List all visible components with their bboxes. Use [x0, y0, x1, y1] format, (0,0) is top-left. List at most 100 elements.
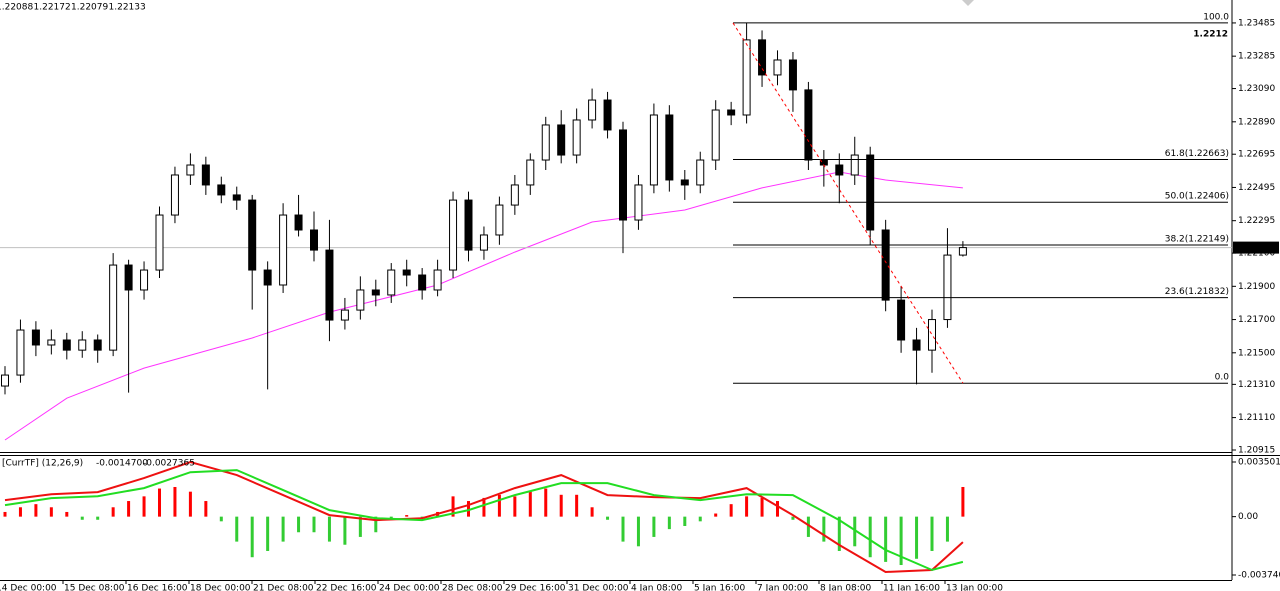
- candle-body: [742, 39, 751, 116]
- histogram-bar: [853, 516, 857, 547]
- y-tick-label: 1.21110: [1238, 413, 1275, 423]
- fib-label: 38.2(1.22149): [1165, 234, 1229, 244]
- x-tick-label: 5 Jan 16:00: [694, 584, 746, 591]
- indicator-readout: -0.0014700: [96, 459, 148, 469]
- histogram-bar: [652, 516, 656, 537]
- histogram-bar: [266, 516, 270, 551]
- candle-body: [47, 339, 56, 346]
- candle-body: [310, 229, 318, 251]
- candle-body: [850, 154, 859, 176]
- candle-body: [62, 339, 71, 351]
- candle-body: [124, 264, 133, 291]
- histogram-bar: [791, 516, 795, 520]
- candle-body: [897, 299, 906, 341]
- histogram-bar: [65, 511, 69, 517]
- histogram-bar: [868, 516, 872, 558]
- indicator-title: [CurrTF] (12,26,9): [2, 459, 83, 469]
- candle-body: [464, 199, 473, 251]
- y-tick-label: 1.21310: [1238, 380, 1275, 390]
- candle-body: [572, 119, 581, 156]
- histogram-bar: [343, 516, 347, 545]
- candle-body: [680, 179, 689, 186]
- y-tick-label: 1.21700: [1238, 315, 1275, 325]
- histogram-bar: [683, 516, 687, 527]
- x-tick-label: 13 Jan 00:00: [946, 584, 1003, 591]
- x-tick-label: 4 Jan 08:00: [631, 584, 683, 591]
- candle-body: [294, 214, 303, 231]
- candle-body: [649, 114, 658, 186]
- candle-body: [387, 269, 396, 296]
- histogram-bar: [930, 516, 934, 551]
- x-tick-label: 29 Dec 16:00: [505, 584, 566, 591]
- candle-body: [248, 199, 257, 271]
- candle-body: [557, 124, 566, 156]
- candle-body: [696, 159, 705, 186]
- candle-body: [634, 184, 643, 221]
- histogram-bar: [899, 516, 903, 566]
- histogram-bar: [961, 486, 965, 517]
- candle-body: [232, 194, 241, 201]
- candle-body: [881, 229, 890, 301]
- fib-label: 23.6(1.21832): [1165, 287, 1229, 297]
- candle-body: [804, 89, 813, 161]
- fib-label: 100.0: [1203, 12, 1229, 22]
- histogram-bar: [127, 501, 131, 517]
- candle-body: [541, 124, 550, 161]
- y-tick-label: -0.003740: [1238, 571, 1280, 581]
- candle-body: [727, 109, 736, 116]
- histogram-bar: [482, 497, 486, 517]
- candle-body: [78, 339, 87, 351]
- candle-body: [93, 339, 102, 351]
- histogram-bar: [729, 504, 733, 517]
- y-tick-label: 1.22495: [1238, 183, 1275, 193]
- ohlc-readout: 1.22133: [109, 3, 146, 13]
- histogram-bar: [837, 516, 841, 551]
- histogram-bar: [760, 497, 764, 517]
- histogram-bar: [806, 516, 810, 537]
- histogram-bar: [312, 516, 316, 533]
- histogram-bar: [451, 496, 455, 517]
- histogram-bar: [467, 501, 470, 517]
- indicator-line: [4, 469, 964, 572]
- candle-body: [773, 59, 782, 76]
- candle-body: [186, 164, 195, 176]
- histogram-bar: [204, 501, 208, 517]
- fib-label: 50.0(1.22406): [1165, 192, 1229, 202]
- histogram-bar: [621, 516, 625, 542]
- y-tick-label: 0.00: [1238, 512, 1258, 522]
- x-tick-label: 28 Dec 08:00: [442, 584, 503, 591]
- histogram-bar: [606, 516, 610, 520]
- histogram-bar: [590, 507, 594, 517]
- histogram-bar: [327, 516, 331, 542]
- histogram-bar: [544, 488, 548, 517]
- indicator-readout: -0.0027365: [143, 459, 195, 469]
- current-price-box: [1233, 241, 1279, 254]
- candle-body: [665, 114, 674, 181]
- candle-body: [619, 129, 627, 221]
- histogram-bar: [575, 494, 579, 517]
- candle-body: [356, 289, 365, 311]
- histogram-bar: [667, 516, 671, 530]
- histogram-bar: [745, 496, 749, 517]
- candle-body: [31, 329, 40, 346]
- histogram-bar: [142, 496, 146, 517]
- y-tick-label: 1.22890: [1238, 117, 1275, 127]
- candle-body: [16, 329, 25, 376]
- ohlc-readout: 1.22172: [34, 3, 71, 13]
- histogram-bar: [559, 494, 563, 517]
- fib-label: 61.8(1.22663): [1165, 149, 1229, 159]
- candle-body: [928, 319, 936, 351]
- x-tick-label: 8 Jan 08:00: [820, 584, 872, 591]
- candle-body: [588, 99, 597, 121]
- histogram-bar: [636, 516, 640, 547]
- fib-trend: [732, 22, 964, 384]
- candle-body: [217, 184, 226, 196]
- histogram-bar: [358, 516, 362, 537]
- indicator-line: [4, 460, 964, 574]
- big-price: 1.2212: [1193, 30, 1228, 40]
- histogram-bar: [497, 494, 501, 517]
- candle-body: [958, 247, 967, 256]
- histogram-bar: [405, 515, 409, 517]
- candle-body: [495, 204, 504, 236]
- candle-body: [418, 274, 427, 291]
